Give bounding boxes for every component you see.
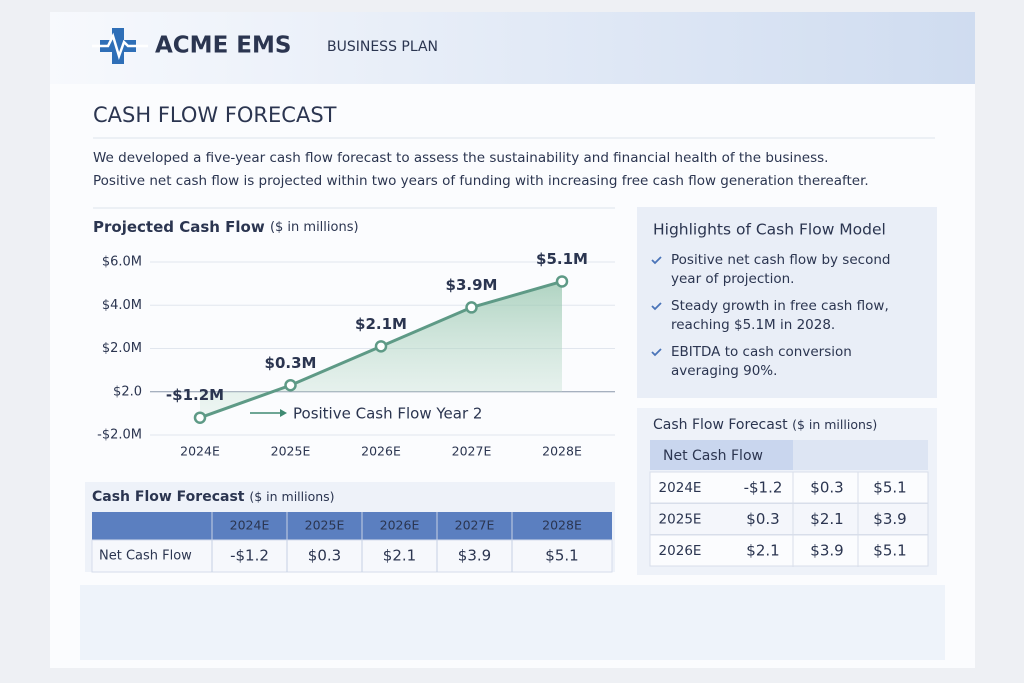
cell: $5.1 <box>545 547 578 565</box>
data-label: $5.1M <box>536 250 588 268</box>
column-header: 2026E <box>380 518 420 533</box>
summary-cell: $3.9 <box>810 542 843 560</box>
summary-cell: 2025E <box>659 512 702 528</box>
cell: $3.9 <box>458 547 491 565</box>
data-label: $0.3M <box>265 354 317 372</box>
summary-cell: 2024E <box>659 480 702 496</box>
point <box>193 411 207 424</box>
highlights-title: Highlights of Cash Flow Model <box>653 221 886 239</box>
x-tick-label: 2028E <box>542 444 582 459</box>
x-tick-label: 2027E <box>452 444 492 459</box>
table-unit: ($ in millions) <box>249 489 334 504</box>
data-label: $2.1M <box>355 315 407 333</box>
data-label: $3.9M <box>446 276 498 294</box>
summary-cell: $5.1 <box>873 479 906 497</box>
summary-cell: $5.1 <box>873 542 906 560</box>
logo <box>92 28 148 64</box>
highlight-text: reaching $5.1M in 2028. <box>671 317 835 333</box>
subtitle: BUSINESS PLAN <box>327 39 438 55</box>
point <box>465 301 478 314</box>
y-tick-label: -$2.0M <box>97 428 142 443</box>
summary-header <box>650 440 793 470</box>
table-header <box>92 512 612 540</box>
highlight-text: averaging 90%. <box>671 363 777 379</box>
summary-cell: $0.3 <box>810 479 843 497</box>
summary-row <box>649 534 929 567</box>
column-header: 2025E <box>305 518 345 533</box>
x-tick-label: 2025E <box>271 444 311 459</box>
summary-title: Cash Flow Forecast ($ in millions) <box>653 417 877 434</box>
point <box>284 379 297 392</box>
row-label: Net Cash Flow <box>99 549 192 564</box>
point <box>555 275 569 288</box>
summary-title-text: Cash Flow Forecast <box>653 417 788 433</box>
summary-cell: $2.1 <box>746 542 779 560</box>
highlight-text: Positive net cash flow by second <box>671 252 890 268</box>
y-tick-label: $2.0 <box>113 384 142 399</box>
intro-line: Positive net cash flow is projected with… <box>93 173 869 189</box>
highlight-text: EBITDA to cash conversion <box>671 344 852 360</box>
check-icon <box>651 348 662 357</box>
summary-cell: $2.1 <box>810 510 843 528</box>
data-label: -$1.2M <box>166 386 224 404</box>
chart-unit: ($ in millions) <box>270 220 359 235</box>
summary-cell: -$1.2 <box>744 479 783 497</box>
check-icon <box>651 256 662 265</box>
summary-row <box>649 503 929 535</box>
brand: ACME EMS <box>155 33 291 59</box>
y-tick-label: $2.0M <box>102 341 142 356</box>
point <box>374 340 388 353</box>
summary-cell: $0.3 <box>746 510 779 528</box>
y-tick-label: $4.0M <box>102 298 142 313</box>
summary-cell: 2026E <box>659 543 702 559</box>
highlight-text: year of projection. <box>671 271 794 287</box>
highlights-panel <box>637 207 937 398</box>
column-header: 2028E <box>542 518 582 533</box>
page-title: CASH FLOW FORECAST <box>93 103 337 127</box>
highlight-text: Steady growth in free cash flow, <box>671 298 889 314</box>
cell: $0.3 <box>308 547 341 565</box>
chart-title: Projected Cash Flow ($ in millions) <box>93 218 359 236</box>
summary-unit: ($ in millions) <box>792 417 877 432</box>
intro-line: We developed a five-year cash flow forec… <box>93 150 828 166</box>
x-tick-label: 2026E <box>361 444 401 459</box>
table-title-text: Cash Flow Forecast <box>92 489 245 505</box>
chart-title-text: Projected Cash Flow <box>93 218 265 236</box>
summary-cell: $3.9 <box>873 510 906 528</box>
annotation-arrow-head <box>280 409 287 417</box>
cell: -$1.2 <box>230 547 269 565</box>
column-header: 2027E <box>455 518 495 533</box>
y-tick-label: $6.0M <box>102 255 142 270</box>
header-band <box>50 12 975 84</box>
cell: $2.1 <box>383 547 416 565</box>
column-header: 2024E <box>230 518 270 533</box>
summary-header-fill <box>793 440 928 470</box>
footer-band <box>80 585 945 660</box>
x-tick-label: 2024E <box>180 444 220 459</box>
table-row <box>91 539 613 573</box>
summary-header-text: Net Cash Flow <box>663 448 763 464</box>
table-title: Cash Flow Forecast ($ in millions) <box>92 489 335 506</box>
check-icon <box>651 302 662 311</box>
annotation: Positive Cash Flow Year 2 <box>293 405 482 423</box>
